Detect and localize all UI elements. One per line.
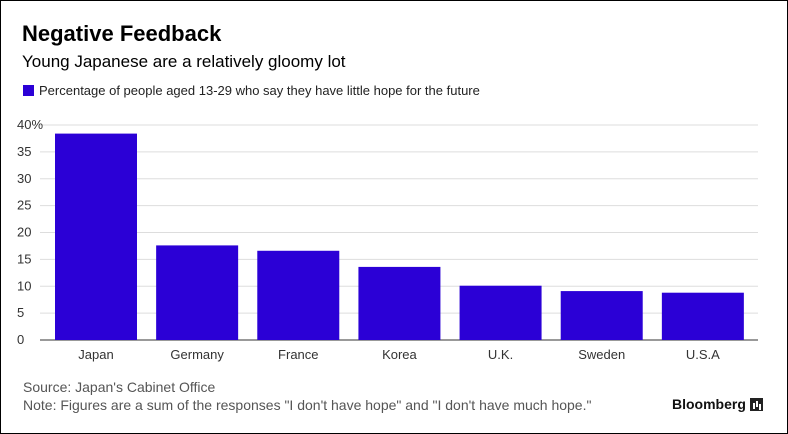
bar-usa bbox=[661, 292, 744, 340]
bar-sweden bbox=[560, 291, 643, 340]
y-tick-label: 5 bbox=[17, 305, 24, 320]
brand-name: Bloomberg bbox=[672, 396, 746, 412]
bar-japan bbox=[55, 133, 137, 340]
bar-korea bbox=[358, 266, 441, 340]
legend: Percentage of people aged 13-29 who say … bbox=[23, 83, 480, 98]
x-tick-label: Japan bbox=[78, 347, 113, 362]
y-tick-label: 10 bbox=[17, 278, 31, 293]
x-tick-label: France bbox=[278, 347, 318, 362]
y-tick-label: 30 bbox=[17, 171, 31, 186]
legend-swatch bbox=[23, 85, 34, 96]
x-tick-label: U.K. bbox=[488, 347, 513, 362]
bar-germany bbox=[156, 245, 239, 340]
legend-label: Percentage of people aged 13-29 who say … bbox=[39, 83, 480, 98]
x-tick-label: U.S.A bbox=[686, 347, 720, 362]
brand-logo: Bloomberg bbox=[672, 396, 763, 412]
chart-subtitle: Young Japanese are a relatively gloomy l… bbox=[22, 52, 346, 71]
y-tick-label: 20 bbox=[17, 225, 31, 240]
x-tick-label: Korea bbox=[382, 347, 417, 362]
y-tick-label: 25 bbox=[17, 198, 31, 213]
bloomberg-chart-icon bbox=[749, 397, 763, 411]
footnote: Note: Figures are a sum of the responses… bbox=[23, 397, 592, 413]
y-tick-label: 0 bbox=[17, 332, 24, 347]
source-note: Source: Japan's Cabinet Office bbox=[23, 379, 216, 395]
y-tick-label: 15 bbox=[17, 251, 31, 266]
bar-france bbox=[257, 250, 340, 340]
chart-title: Negative Feedback bbox=[22, 21, 222, 46]
bar-uk bbox=[459, 285, 542, 340]
y-tick-label: 40% bbox=[17, 117, 43, 132]
y-tick-label: 35 bbox=[17, 144, 31, 159]
x-tick-label: Sweden bbox=[578, 347, 625, 362]
x-tick-label: Germany bbox=[170, 347, 224, 362]
